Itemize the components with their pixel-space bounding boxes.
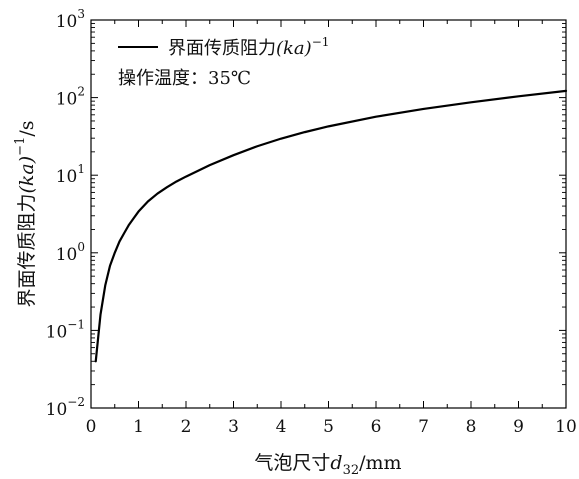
x-tick-label: 3 [228, 417, 239, 437]
y-tick-label-exp: −1 [67, 317, 85, 331]
y-tick-label-base: 10 [56, 245, 78, 265]
x-tick-label: 9 [513, 417, 524, 437]
y-axis-label-prefix: 界面传质阻力 [16, 193, 38, 307]
y-tick-label-base: 10 [46, 400, 68, 420]
legend-label-var: (ka) [276, 38, 312, 59]
condition-label: 操作温度 [118, 68, 190, 89]
series-line-0 [94, 89, 568, 363]
legend-label: 界面传质阻力(ka)−1 [168, 35, 329, 59]
y-tick-label-base: 10 [56, 12, 78, 32]
condition-value: 35℃ [208, 68, 251, 89]
y-tick-label-exp: 0 [77, 240, 85, 254]
y-tick-label: 101 [56, 162, 85, 187]
y-tick-label: 100 [56, 240, 85, 265]
x-tick-label: 6 [371, 417, 382, 437]
legend: 界面传质阻力(ka)−1 [118, 35, 329, 59]
y-tick-label-exp: 3 [77, 7, 85, 21]
x-tick-label: 8 [466, 417, 477, 437]
y-tick-label: 103 [56, 7, 85, 32]
y-tick-label-base: 10 [56, 167, 78, 187]
x-axis-label-sub: 32 [343, 463, 360, 478]
legend-label-prefix: 界面传质阻力 [168, 38, 276, 59]
x-axis-label-prefix: 气泡尺寸 [254, 452, 330, 474]
x-tick-label: 1 [133, 417, 144, 437]
y-tick-label: 10−2 [46, 395, 85, 420]
plot-area-frame [90, 19, 567, 409]
x-tick-label: 4 [276, 417, 287, 437]
x-tick-label: 2 [181, 417, 192, 437]
y-axis-label-unit: /s [16, 120, 38, 136]
series-layer [94, 89, 568, 363]
legend-label-exp: −1 [312, 35, 330, 49]
x-tick-label: 7 [418, 417, 429, 437]
x-axis-label-var: d [330, 452, 342, 474]
ticks-layer [90, 19, 567, 409]
x-axis-label: 气泡尺寸d32/mm [254, 452, 401, 478]
x-tick-label: 0 [86, 417, 97, 437]
condition-separator: ： [190, 68, 208, 89]
x-axis-label-unit: /mm [359, 452, 401, 474]
y-tick-label-exp: −2 [67, 395, 85, 409]
y-axis-label-var: (ka) [16, 156, 38, 194]
y-tick-label-exp: 1 [77, 162, 85, 176]
y-tick-label: 102 [56, 85, 85, 110]
y-tick-label: 10−1 [46, 317, 85, 342]
x-tick-label: 5 [323, 417, 334, 437]
y-tick-label-base: 10 [56, 90, 78, 110]
x-tick-label: 10 [555, 417, 577, 437]
y-axis-label: 界面传质阻力(ka)−1/s [13, 120, 38, 307]
y-axis-label-exp: −1 [13, 137, 28, 156]
y-tick-label-exp: 2 [77, 85, 85, 99]
condition-annotation: 操作温度：35℃ [118, 68, 251, 89]
y-tick-label-base: 10 [46, 322, 68, 342]
